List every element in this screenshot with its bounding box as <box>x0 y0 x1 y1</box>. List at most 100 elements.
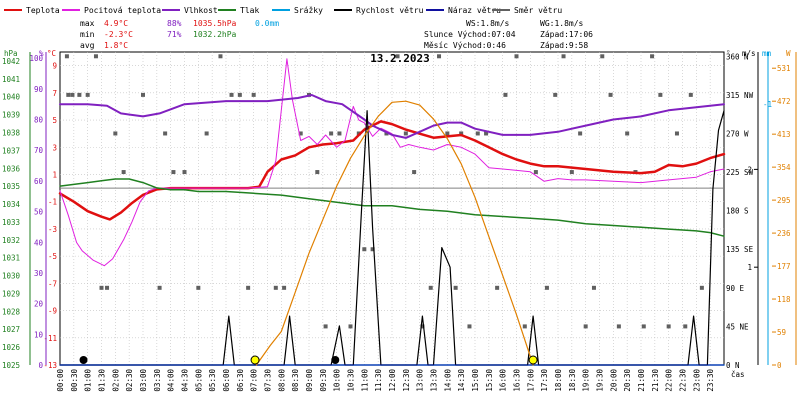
y-tick-rain: -1 <box>763 100 772 109</box>
direction-point <box>522 324 527 329</box>
y-tick-temp: -3 <box>48 225 57 234</box>
x-tick-label: 18:30 <box>568 369 577 392</box>
direction-point <box>315 170 320 175</box>
stat-min-press: 1032.2hPa <box>193 30 237 39</box>
direction-point <box>467 324 472 329</box>
unit-w: W <box>786 49 791 58</box>
x-tick-label: 21:00 <box>637 369 646 392</box>
direction-point <box>459 131 464 136</box>
series-teplota <box>58 120 726 221</box>
y-tick-solar: 236 <box>777 229 791 238</box>
y-tick-direction: 315 NW <box>726 91 754 100</box>
sun-marker <box>528 355 538 365</box>
x-tick-label: 16:30 <box>513 369 522 392</box>
direction-point <box>641 324 646 329</box>
y-tick-direction: 45 NE <box>726 322 749 331</box>
stat-min-label: min <box>80 30 95 39</box>
stat-avg-label: avg <box>80 41 95 50</box>
y-tick-temp: -1 <box>48 198 57 207</box>
direction-point <box>273 285 278 290</box>
direction-point <box>412 170 417 175</box>
y-tick-solar: 0 <box>777 361 782 370</box>
direction-point <box>218 54 223 59</box>
direction-point <box>298 131 303 136</box>
stat-max-label: max <box>80 19 95 28</box>
y-tick-temp: 1 <box>52 170 57 179</box>
y-tick-wind: 2 <box>747 165 752 174</box>
y-tick-temp: -9 <box>48 307 57 316</box>
direction-point <box>583 324 588 329</box>
y-tick-temp: -13 <box>43 361 57 370</box>
y-tick-direction: 225 SW <box>726 168 754 177</box>
y-tick-direction: 135 SE <box>726 245 754 254</box>
x-tick-label: 04:30 <box>181 369 190 392</box>
y-tick-pressure: 1034 <box>2 200 21 209</box>
direction-point <box>553 92 558 97</box>
unit-ms: m/s <box>742 49 756 58</box>
x-tick-label: 13:30 <box>430 369 439 392</box>
y-tick-pressure: 1030 <box>2 272 21 281</box>
direction-point <box>514 54 519 59</box>
y-tick-pressure: 1035 <box>2 182 20 191</box>
direction-point <box>121 170 126 175</box>
x-tick-label: 07:00 <box>250 369 259 392</box>
y-tick-humidity: 70 <box>34 146 44 155</box>
direction-point <box>420 324 425 329</box>
series-slunce <box>255 100 534 366</box>
x-tick-label: 03:30 <box>153 369 162 392</box>
y-tick-pressure: 1026 <box>2 343 21 352</box>
y-tick-pressure: 1036 <box>2 164 21 173</box>
x-tick-label: 07:30 <box>264 369 273 392</box>
stat-max-temp: 4.9°C <box>104 19 128 28</box>
x-tick-label: 13:00 <box>416 369 425 392</box>
axes: 00:00 00:30 01:00 01:30 02:00 02:30 03:00 03:30… <box>2 52 797 392</box>
direction-point <box>650 54 655 59</box>
y-tick-solar: 354 <box>777 163 791 172</box>
x-tick-label: 05:00 <box>194 369 203 392</box>
y-tick-humidity: 30 <box>34 269 44 278</box>
y-tick-pressure: 1040 <box>2 93 21 102</box>
series-vitr <box>59 110 725 366</box>
direction-point <box>591 285 596 290</box>
x-tick-label: 20:00 <box>609 369 618 392</box>
x-tick-label: 08:00 <box>277 369 286 392</box>
x-tick-label: 06:00 <box>222 369 231 392</box>
chart-title: 13.2.2023 <box>370 52 430 65</box>
legend: Teplota Pocitová teplota Vlhkost Tlak Srážky… <box>4 6 562 15</box>
x-tick-label: 01:00 <box>84 369 93 392</box>
y-tick-pressure: 1039 <box>2 111 20 120</box>
series-layer <box>58 54 726 366</box>
y-tick-humidity: 100 <box>29 54 43 63</box>
legend-label-naraz: Náraz větru <box>448 6 501 15</box>
y-tick-solar: 177 <box>777 262 791 271</box>
direction-point <box>251 92 256 97</box>
y-tick-humidity: 10 <box>34 330 44 339</box>
y-tick-humidity: 40 <box>34 238 44 247</box>
direction-point <box>93 54 98 59</box>
x-tick-label: 22:00 <box>665 369 674 392</box>
stat-sun: Slunce Východ:07:04 <box>424 30 516 39</box>
direction-point <box>323 324 328 329</box>
direction-point <box>157 285 162 290</box>
x-tick-label: 11:00 <box>360 369 369 392</box>
y-tick-solar: 531 <box>777 64 791 73</box>
x-tick-label: 17:30 <box>540 369 549 392</box>
direction-point <box>329 131 334 136</box>
y-tick-pressure: 1041 <box>2 75 20 84</box>
direction-point <box>229 92 234 97</box>
y-tick-temp: 9 <box>52 62 57 71</box>
stat-min-temp: -2.3°C <box>104 30 133 39</box>
y-tick-temp: 5 <box>52 116 57 125</box>
unit-cas: čas <box>731 370 745 379</box>
x-tick-label: 02:30 <box>125 369 134 392</box>
y-tick-pressure: 1031 <box>2 254 20 263</box>
series-vlhkost <box>59 94 725 139</box>
direction-point <box>384 131 389 136</box>
moon-marker <box>79 356 88 364</box>
direction-point <box>246 285 251 290</box>
direction-point <box>484 131 489 136</box>
x-tick-label: 14:00 <box>443 369 452 392</box>
x-tick-label: 23:30 <box>706 369 715 392</box>
y-tick-pressure: 1025 <box>2 361 20 370</box>
direction-point <box>204 131 209 136</box>
